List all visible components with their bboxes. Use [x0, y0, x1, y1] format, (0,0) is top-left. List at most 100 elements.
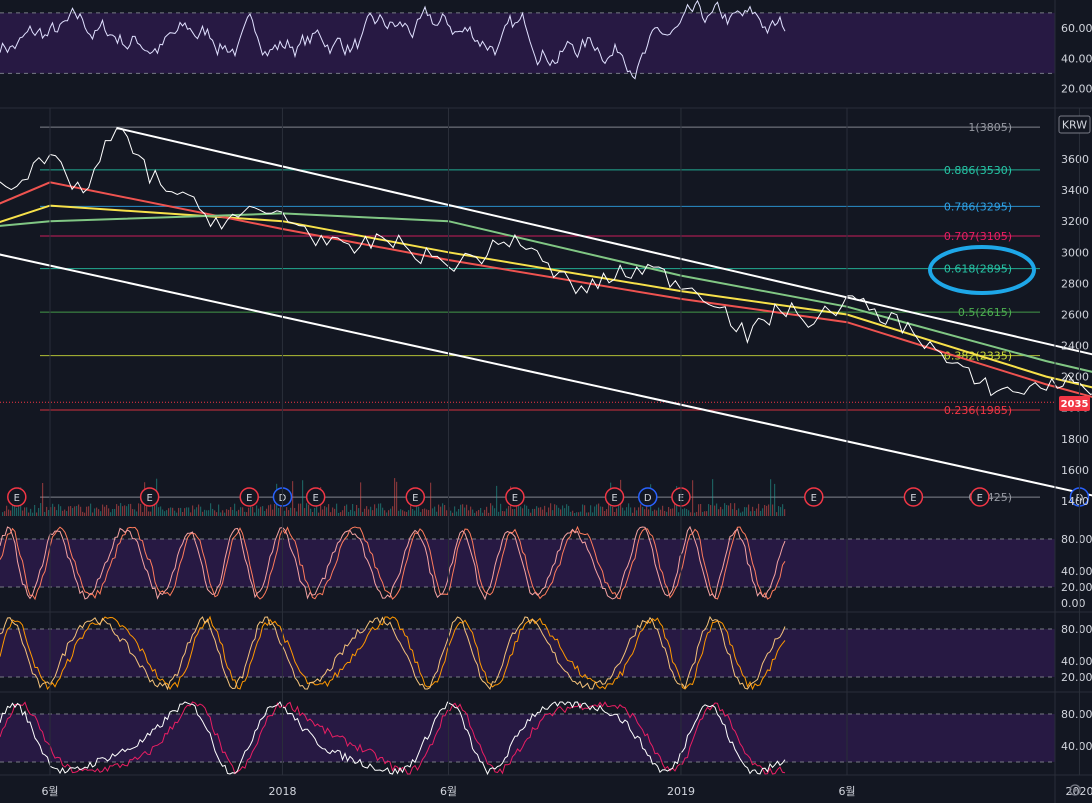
- volume-bar: [674, 503, 676, 516]
- currency-badge[interactable]: KRW: [1058, 115, 1091, 134]
- volume-bar: [112, 509, 114, 516]
- volume-bar: [754, 510, 756, 516]
- volume-bar: [110, 512, 112, 516]
- volume-bar: [398, 510, 400, 516]
- volume-bar: [242, 507, 244, 516]
- volume-bar: [576, 512, 578, 516]
- volume-bar: [442, 503, 444, 516]
- volume-bar: [744, 507, 746, 516]
- volume-bar: [486, 506, 488, 516]
- volume-bar: [766, 505, 768, 516]
- volume-bar: [652, 511, 654, 516]
- volume-bar: [478, 509, 480, 516]
- volume-bar: [434, 506, 436, 516]
- volume-bar: [554, 504, 556, 516]
- volume-bar: [60, 506, 62, 516]
- volume-bar: [64, 509, 66, 516]
- oscillator-line-oscillator-3: [0, 701, 786, 775]
- volume-bar: [264, 511, 266, 516]
- volume-bar: [474, 512, 476, 516]
- volume-bar: [350, 509, 352, 516]
- volume-bar: [696, 511, 698, 516]
- volume-bar: [490, 503, 492, 516]
- volume-bar: [244, 511, 246, 516]
- y-tick-main: 3000: [1061, 246, 1089, 259]
- volume-bar: [706, 511, 708, 516]
- volume-bar: [732, 509, 734, 516]
- fib-level-label: 0.618(2895): [944, 263, 1012, 276]
- volume-bar: [702, 511, 704, 516]
- volume-bar: [684, 508, 686, 516]
- volume-bar: [666, 511, 668, 516]
- volume-bar: [616, 508, 618, 516]
- volume-bar: [114, 508, 116, 516]
- volume-bar: [700, 504, 702, 516]
- volume-bar: [668, 506, 670, 516]
- volume-bar: [278, 508, 280, 516]
- volume-bar: [42, 482, 44, 516]
- volume-bar: [234, 503, 236, 516]
- y-tick-main: 3600: [1061, 153, 1089, 166]
- volume-bar: [544, 505, 546, 516]
- volume-bar: [470, 506, 472, 516]
- y-tick-main: 1400: [1061, 495, 1089, 508]
- earnings-marker-label: E: [611, 493, 617, 504]
- volume-bar: [286, 507, 288, 516]
- volume-bar: [720, 506, 722, 516]
- y-tick-oscillator-1: 0.00: [1061, 597, 1086, 610]
- volume-bar: [734, 503, 736, 516]
- fib-level-label: 0.786(3295): [944, 200, 1012, 213]
- volume-bar: [184, 508, 186, 516]
- volume-bar: [768, 504, 770, 516]
- settings-icon[interactable]: [1069, 784, 1081, 796]
- volume-bar: [548, 507, 550, 516]
- volume-bar: [644, 509, 646, 516]
- volume-bar: [538, 507, 540, 516]
- volume-bar: [152, 505, 154, 516]
- volume-bar: [148, 511, 150, 516]
- volume-bar: [414, 510, 416, 516]
- earnings-marker: [604, 487, 625, 507]
- volume-bar: [690, 512, 692, 516]
- volume-bar: [228, 509, 230, 516]
- volume-bar: [656, 510, 658, 516]
- volume-bar: [204, 509, 206, 516]
- volume-bar: [198, 504, 200, 516]
- y-tick-main: 1800: [1061, 433, 1089, 446]
- volume-bar: [92, 512, 94, 516]
- volume-bar: [682, 509, 684, 516]
- volume-bar: [746, 507, 748, 516]
- volume-bar: [516, 506, 518, 516]
- volume-bar: [752, 506, 754, 516]
- volume-bar: [420, 512, 422, 516]
- volume-bar: [340, 512, 342, 516]
- volume-bar: [356, 504, 358, 516]
- volume-bar: [560, 509, 562, 516]
- volume-bar: [528, 508, 530, 516]
- volume-bar: [48, 510, 50, 516]
- volume-bar: [298, 503, 300, 516]
- volume-bar: [592, 512, 594, 516]
- volume-bar: [536, 506, 538, 516]
- volume-bar: [518, 504, 520, 516]
- volume-bar: [222, 510, 224, 516]
- main-price-panel[interactable]: 1(3805) 0.886(3530) 0.786(3295) 0.707(3105)…: [0, 107, 1092, 516]
- volume-bar: [116, 504, 118, 516]
- volume-bar: [526, 505, 528, 516]
- volume-bar: [694, 512, 696, 516]
- volume-bar: [18, 503, 20, 516]
- volume-bar: [542, 509, 544, 516]
- volume-bar: [378, 503, 380, 516]
- volume-bar: [226, 509, 228, 516]
- volume-bar: [772, 504, 774, 516]
- volume-bar: [100, 511, 102, 516]
- volume-bar: [530, 512, 532, 516]
- volume-bar: [704, 511, 706, 516]
- volume-bar: [294, 508, 296, 516]
- volume-bar: [712, 479, 714, 516]
- volume-bar: [686, 509, 688, 516]
- volume-bar: [186, 507, 188, 516]
- x-tick: 6월: [838, 785, 855, 798]
- volume-bar: [2, 512, 4, 516]
